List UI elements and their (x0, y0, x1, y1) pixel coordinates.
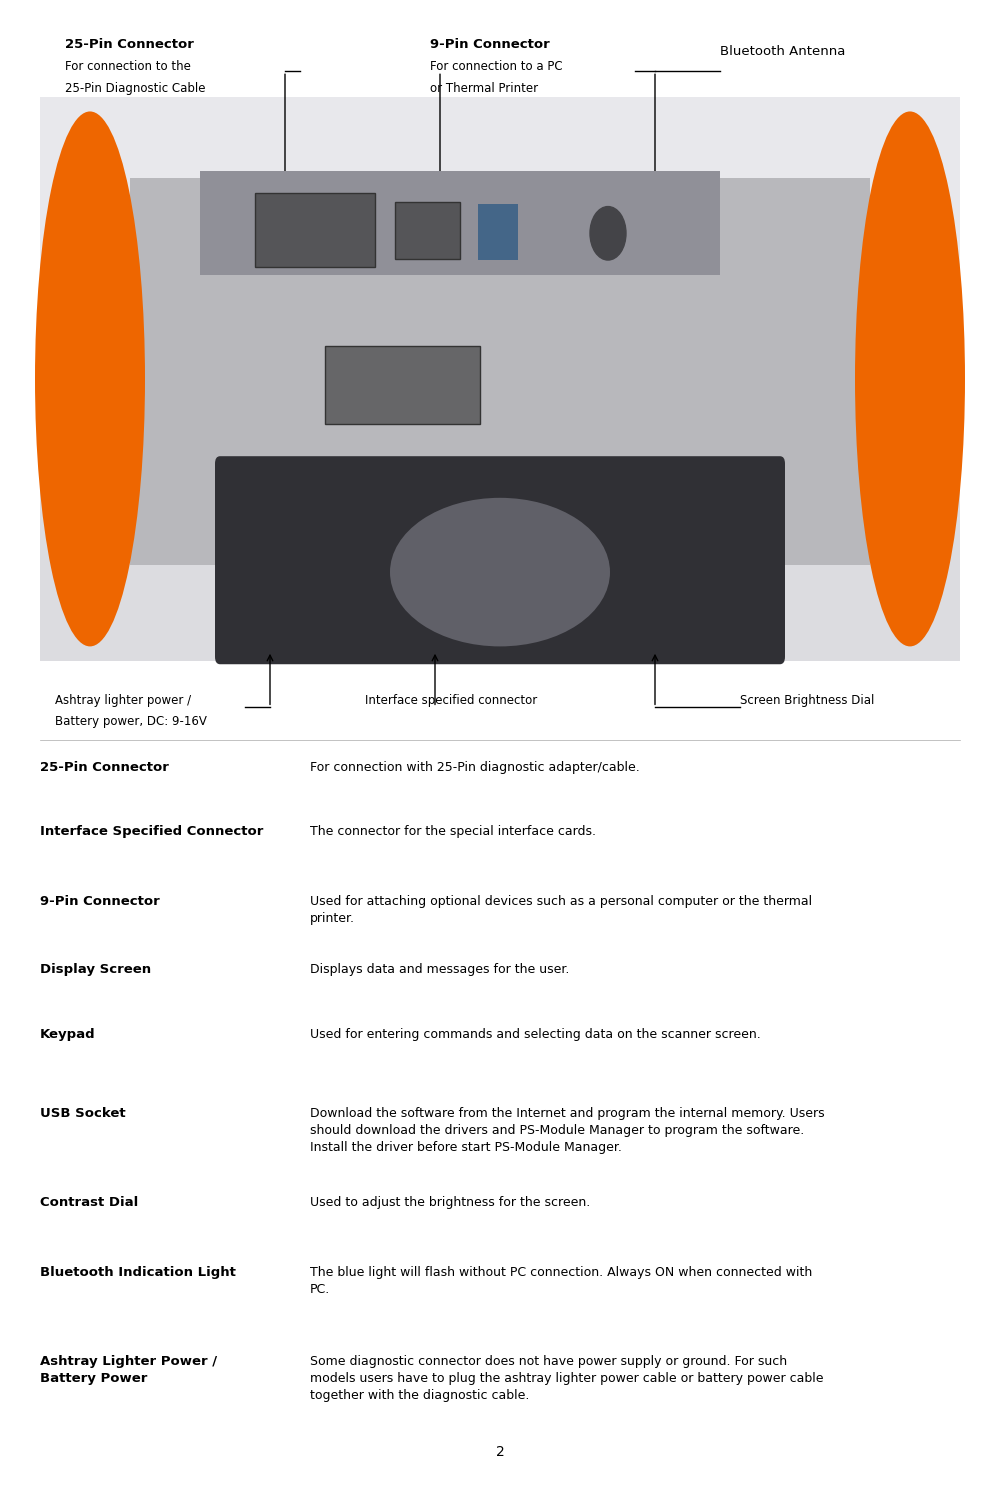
Ellipse shape (390, 498, 610, 646)
Text: Used to adjust the brightness for the screen.: Used to adjust the brightness for the sc… (310, 1196, 590, 1210)
Circle shape (590, 207, 626, 260)
Text: For connection with 25-Pin diagnostic adapter/cable.: For connection with 25-Pin diagnostic ad… (310, 761, 640, 774)
Text: The blue light will flash without PC connection. Always ON when connected with
P: The blue light will flash without PC con… (310, 1266, 812, 1296)
Text: Ashtray Lighter Power /
Battery Power: Ashtray Lighter Power / Battery Power (40, 1355, 217, 1385)
Text: Used for entering commands and selecting data on the scanner screen.: Used for entering commands and selecting… (310, 1028, 761, 1042)
Ellipse shape (35, 111, 145, 646)
Text: Some diagnostic connector does not have power supply or ground. For such
models : Some diagnostic connector does not have … (310, 1355, 824, 1403)
Text: 2: 2 (496, 1446, 504, 1459)
Text: 25-Pin Diagnostic Cable: 25-Pin Diagnostic Cable (65, 82, 206, 95)
Text: 25-Pin Connector: 25-Pin Connector (40, 761, 169, 774)
Text: The connector for the special interface cards.: The connector for the special interface … (310, 825, 596, 838)
Text: 9-Pin Connector: 9-Pin Connector (40, 895, 160, 908)
Bar (395, 202, 460, 259)
Text: Keypad: Keypad (40, 1028, 96, 1042)
Text: Download the software from the Internet and program the internal memory. Users
s: Download the software from the Internet … (310, 1107, 825, 1155)
Bar (200, 171, 720, 275)
Text: Bluetooth Antenna: Bluetooth Antenna (720, 45, 845, 58)
Bar (130, 178, 870, 565)
Bar (255, 193, 375, 267)
Text: 25-Pin Connector: 25-Pin Connector (65, 37, 194, 51)
Bar (325, 346, 480, 424)
Text: Displays data and messages for the user.: Displays data and messages for the user. (310, 963, 569, 976)
Bar (478, 204, 518, 260)
Text: Used for attaching optional devices such as a personal computer or the thermal
p: Used for attaching optional devices such… (310, 895, 812, 924)
Bar (40, 97, 960, 661)
Text: For connection to a PC: For connection to a PC (430, 59, 563, 73)
Text: Interface specified connector: Interface specified connector (365, 694, 537, 707)
Text: Battery power, DC: 9-16V: Battery power, DC: 9-16V (55, 715, 207, 728)
Text: 9-Pin Connector: 9-Pin Connector (430, 37, 550, 51)
Text: USB Socket: USB Socket (40, 1107, 126, 1120)
Text: Ashtray lighter power /: Ashtray lighter power / (55, 694, 191, 707)
Text: or Thermal Printer: or Thermal Printer (430, 82, 538, 95)
Text: Interface Specified Connector: Interface Specified Connector (40, 825, 263, 838)
Text: For connection to the: For connection to the (65, 59, 191, 73)
Text: Bluetooth Indication Light: Bluetooth Indication Light (40, 1266, 236, 1279)
Text: Screen Brightness Dial: Screen Brightness Dial (740, 694, 874, 707)
Bar (40, 97, 960, 438)
FancyBboxPatch shape (215, 456, 785, 664)
Text: Display Screen: Display Screen (40, 963, 151, 976)
Text: Contrast Dial: Contrast Dial (40, 1196, 138, 1210)
Ellipse shape (855, 111, 965, 646)
